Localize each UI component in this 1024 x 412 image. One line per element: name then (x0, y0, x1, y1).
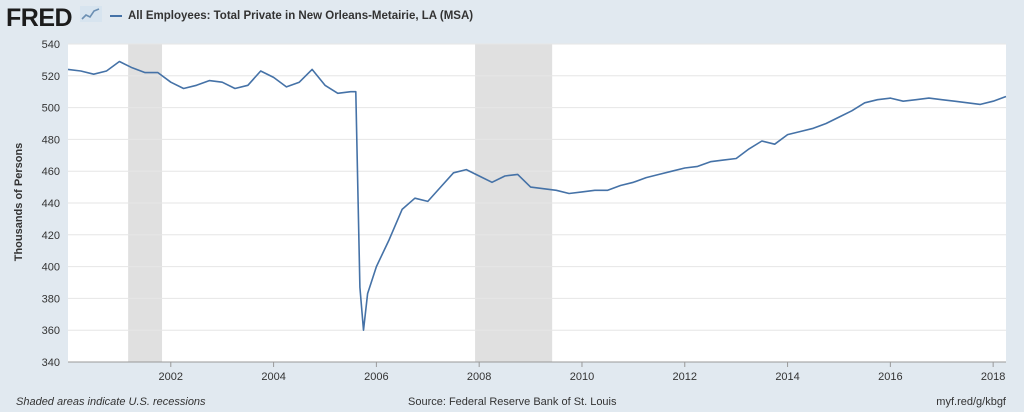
y-tick-label: 540 (42, 39, 60, 51)
x-tick-label: 2002 (159, 371, 183, 383)
x-tick-label: 2010 (570, 371, 594, 383)
y-tick-label: 340 (42, 357, 60, 369)
y-tick-label: 420 (42, 230, 60, 242)
fred-logo[interactable]: FRED (6, 4, 73, 32)
x-tick-label: 2018 (981, 371, 1005, 383)
series-group (67, 60, 1007, 332)
y-tick-label: 380 (42, 293, 60, 305)
short-url-link[interactable]: myf.red/g/kbgf (936, 396, 1006, 408)
series-line (67, 60, 1007, 332)
x-tick-label: 2008 (467, 371, 491, 383)
y-tick-label: 400 (42, 262, 60, 274)
y-axis-label: Thousands of Persons (13, 143, 25, 262)
legend-swatch (110, 15, 122, 17)
chart-legend: All Employees: Total Private in New Orle… (110, 10, 473, 22)
y-tick-label: 360 (42, 325, 60, 337)
y-tick-label: 480 (42, 134, 60, 146)
x-axis-ticks: 2002 2004 2006 2008 2010 2012 2014 2016 2018 (68, 361, 1006, 383)
y-tick-label: 440 (42, 198, 60, 210)
recession-note: Shaded areas indicate U.S. recessions (16, 396, 206, 408)
y-tick-label: 500 (42, 103, 60, 115)
x-tick-label: 2012 (673, 371, 697, 383)
x-tick-label: 2006 (364, 371, 388, 383)
y-tick-label: 520 (42, 71, 60, 83)
y-tick-label: 460 (42, 166, 60, 178)
fred-logo-graph-icon (80, 6, 102, 22)
x-tick-label: 2004 (261, 371, 285, 383)
x-tick-label: 2016 (878, 371, 902, 383)
legend-series-label: All Employees: Total Private in New Orle… (128, 10, 474, 22)
x-tick-label: 2014 (775, 371, 799, 383)
chart-header: FRED All Employees: Total Private in New… (0, 0, 1024, 36)
y-axis-ticks: 340 360 380 400 420 440 460 480 500 520 540 (42, 39, 60, 369)
source-credit: Source: Federal Reserve Bank of St. Loui… (408, 396, 617, 408)
chart-footer: Shaded areas indicate U.S. recessions So… (0, 392, 1024, 412)
